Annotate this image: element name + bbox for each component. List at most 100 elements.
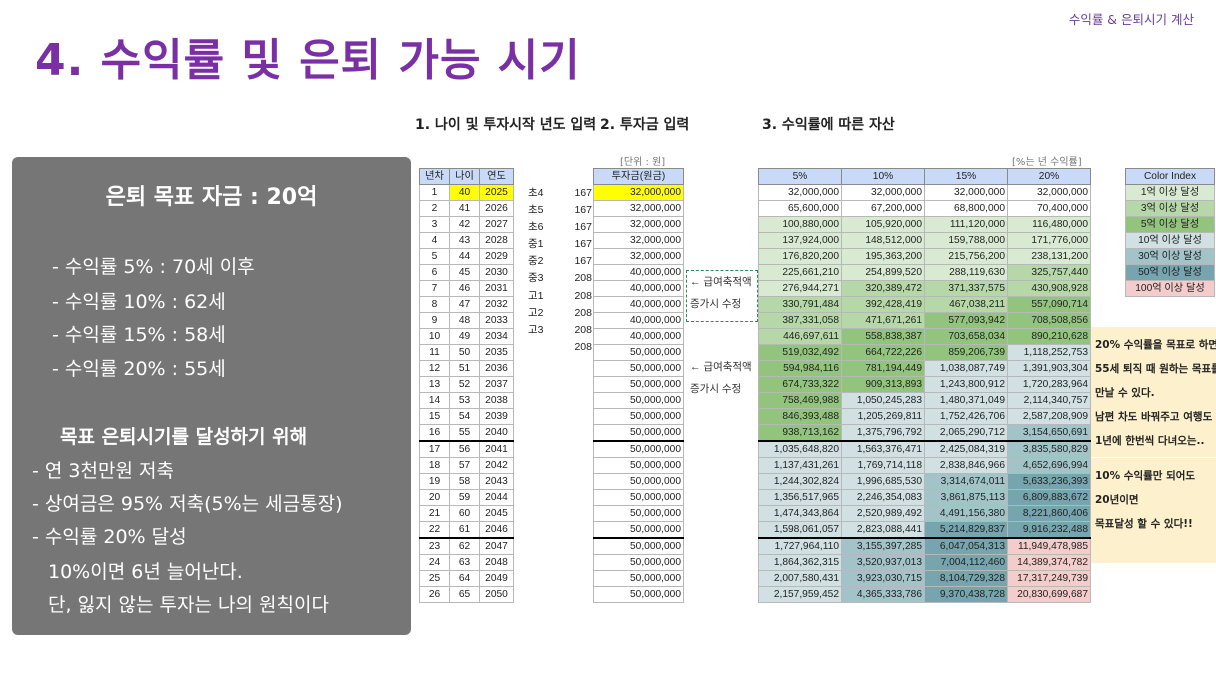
spacer-cell <box>514 555 594 571</box>
section-header-3: 3. 수익률에 따른 자산 <box>762 117 895 133</box>
asset-cell: 3,835,580,829 <box>1007 440 1091 458</box>
goal-line: - 상여금은 95% 저축(5%는 세금통장) <box>32 493 343 515</box>
asset-cell: 3,923,030,715 <box>841 570 925 587</box>
age-cell: 61 <box>449 521 480 539</box>
grade-value: 208 <box>574 340 592 353</box>
age-cell: 40 <box>449 184 480 201</box>
table-row: 17 56 2041 50,000,000 <box>419 440 684 458</box>
asset-cell: 330,791,484 <box>758 296 842 313</box>
year-index-cell: 1 <box>419 184 450 201</box>
col-rate-5: 5% <box>758 168 842 185</box>
investment-cell: 50,000,000 <box>593 392 684 409</box>
asset-table: 5% 10% 15% 20% 32,000,000 32,000,000 32,00… <box>758 168 1091 603</box>
asset-cell: 111,120,000 <box>924 216 1008 233</box>
note-line: 10% 수익률만 되어도 <box>1095 470 1196 482</box>
return-line: - 수익률 5% : 70세 이후 <box>52 256 255 278</box>
table-row: 18 57 2042 50,000,000 <box>419 457 684 474</box>
investment-cell: 50,000,000 <box>593 408 684 425</box>
return-line: - 수익률 20% : 55세 <box>52 358 226 380</box>
asset-cell: 1,598,061,057 <box>758 521 842 539</box>
asset-cell: 1,243,800,912 <box>924 376 1008 393</box>
investment-cell: 50,000,000 <box>593 473 684 490</box>
age-cell: 42 <box>449 216 480 233</box>
year-cell: 2025 <box>479 184 514 201</box>
grade-row: 초4 167 <box>528 185 592 202</box>
investment-cell: 32,000,000 <box>593 232 684 249</box>
table-row: 846,393,488 1,205,269,811 1,752,426,706 2,5… <box>758 408 1091 425</box>
year-index-cell: 8 <box>419 296 450 313</box>
grade-row: 고2 208 <box>528 305 592 322</box>
asset-cell: 116,480,000 <box>1007 216 1091 233</box>
note-box: 10% 수익률만 되어도 20년이면 목표달성 할 수 있다!! <box>1091 458 1216 563</box>
asset-cell: 781,194,449 <box>841 360 925 377</box>
year-cell: 2038 <box>479 392 514 409</box>
asset-cell: 215,756,200 <box>924 248 1008 265</box>
asset-cell: 1,035,648,820 <box>758 440 842 458</box>
age-cell: 50 <box>449 344 480 361</box>
year-index-cell: 24 <box>419 554 450 571</box>
investment-cell: 32,000,000 <box>593 248 684 265</box>
table-row: 20 59 2044 50,000,000 <box>419 489 684 506</box>
table-row: 100억 이상 달성 <box>1125 280 1215 297</box>
asset-cell: 3,155,397,285 <box>841 537 925 555</box>
color-index-item: 30억 이상 달성 <box>1125 248 1215 265</box>
asset-cell: 577,093,942 <box>924 312 1008 329</box>
goal-line: 단, 잃지 않는 투자는 나의 원칙이다 <box>48 594 329 616</box>
table-row: 446,697,611 558,838,387 703,658,034 890,210… <box>758 328 1091 345</box>
col-rate-15: 15% <box>924 168 1008 185</box>
year-index-cell: 14 <box>419 392 450 409</box>
table-row: 32,000,000 32,000,000 32,000,000 32,000,000 <box>758 184 1091 201</box>
table-row: 276,944,271 320,389,472 371,337,575 430,908… <box>758 280 1091 297</box>
table-row: 137,924,000 148,512,000 159,788,000 171,776… <box>758 232 1091 249</box>
year-cell: 2035 <box>479 344 514 361</box>
spacer-cell <box>514 441 594 458</box>
year-cell: 2045 <box>479 505 514 522</box>
table-row: 519,032,492 664,722,226 859,206,739 1,118,2… <box>758 344 1091 361</box>
color-index-item: 3억 이상 달성 <box>1125 200 1215 217</box>
age-cell: 57 <box>449 457 480 474</box>
table-row: 1,035,648,820 1,563,376,471 2,425,084,319 3… <box>758 440 1091 458</box>
asset-cell: 430,908,928 <box>1007 280 1091 297</box>
asset-cell: 225,661,210 <box>758 264 842 281</box>
spacer-cell <box>514 538 594 555</box>
color-index-item: 5억 이상 달성 <box>1125 216 1215 233</box>
table-row: 1,356,517,965 2,246,354,083 3,861,875,113 6… <box>758 489 1091 506</box>
spacer-cell <box>514 409 594 425</box>
color-index-item: 10억 이상 달성 <box>1125 232 1215 249</box>
asset-cell: 288,119,630 <box>924 264 1008 281</box>
table-row: 15 54 2039 50,000,000 <box>419 408 684 425</box>
spacer-cell <box>514 393 594 409</box>
year-index-cell: 20 <box>419 489 450 506</box>
year-cell: 2049 <box>479 570 514 587</box>
age-cell: 56 <box>449 440 480 458</box>
investment-cell: 32,000,000 <box>593 184 684 201</box>
age-cell: 62 <box>449 537 480 555</box>
investment-cell: 50,000,000 <box>593 570 684 587</box>
asset-cell: 2,246,354,083 <box>841 489 925 506</box>
spacer-cell <box>514 522 594 539</box>
asset-cell: 558,838,387 <box>841 328 925 345</box>
hint-text: 증가시 수정 <box>690 298 742 310</box>
asset-cell: 68,800,000 <box>924 200 1008 217</box>
table-row: 387,331,058 471,671,261 577,093,942 708,508… <box>758 312 1091 329</box>
table-row: 2 41 2026 32,000,000 <box>419 200 684 217</box>
grade-row: 중2 167 <box>528 253 592 270</box>
table-row: 1,474,343,864 2,520,989,492 4,491,156,380 8… <box>758 505 1091 522</box>
col-investment: 투자금(원금) <box>593 168 684 185</box>
page-title: 4. 수익률 및 은퇴 가능 시기 <box>35 35 581 86</box>
asset-cell: 65,600,000 <box>758 200 842 217</box>
goal-amount: 은퇴 목표 자금 : 20억 <box>105 185 318 210</box>
asset-cell: 9,370,438,728 <box>924 586 1008 603</box>
asset-cell: 1,038,087,749 <box>924 360 1008 377</box>
asset-cell: 3,520,937,013 <box>841 554 925 571</box>
spacer-cell <box>514 474 594 490</box>
table-row: 65,600,000 67,200,000 68,800,000 70,400,000 <box>758 200 1091 217</box>
grade-row: 고3 208 <box>528 322 592 339</box>
table-row: 1,244,302,824 1,996,685,530 3,314,674,011 5… <box>758 473 1091 490</box>
color-index-item: 50억 이상 달성 <box>1125 264 1215 281</box>
grade-value: 167 <box>574 187 592 199</box>
col-rate-20: 20% <box>1007 168 1091 185</box>
asset-cell: 1,727,964,110 <box>758 537 842 555</box>
asset-cell: 1,474,343,864 <box>758 505 842 522</box>
asset-cell: 2,157,959,452 <box>758 586 842 603</box>
